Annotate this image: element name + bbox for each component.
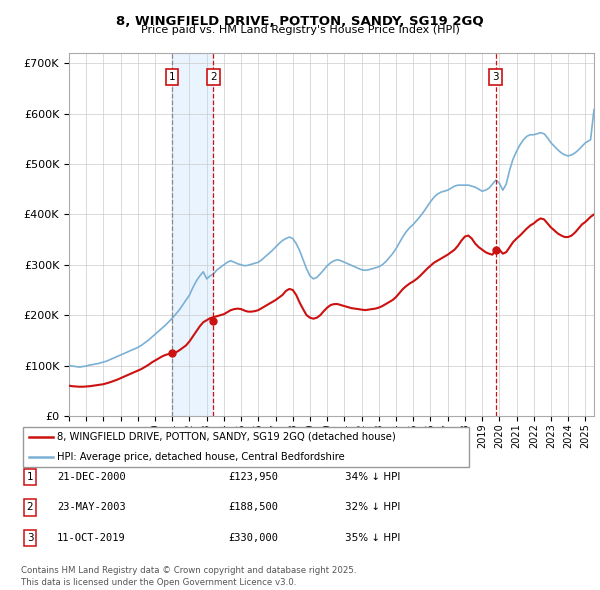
Text: £188,500: £188,500 xyxy=(228,503,278,512)
Text: 1: 1 xyxy=(169,72,175,81)
Text: 1: 1 xyxy=(26,472,34,481)
Bar xyxy=(172,53,214,416)
Text: 35% ↓ HPI: 35% ↓ HPI xyxy=(345,533,400,543)
Text: Price paid vs. HM Land Registry's House Price Index (HPI): Price paid vs. HM Land Registry's House … xyxy=(140,25,460,35)
Text: 21-DEC-2000: 21-DEC-2000 xyxy=(57,472,126,481)
Text: HPI: Average price, detached house, Central Bedfordshire: HPI: Average price, detached house, Cent… xyxy=(57,452,345,462)
Text: 3: 3 xyxy=(26,533,34,543)
Text: 3: 3 xyxy=(492,72,499,81)
Text: 8, WINGFIELD DRIVE, POTTON, SANDY, SG19 2GQ (detached house): 8, WINGFIELD DRIVE, POTTON, SANDY, SG19 … xyxy=(57,432,396,442)
Text: 2: 2 xyxy=(26,503,34,512)
Text: £123,950: £123,950 xyxy=(228,472,278,481)
Text: 34% ↓ HPI: 34% ↓ HPI xyxy=(345,472,400,481)
Text: £330,000: £330,000 xyxy=(228,533,278,543)
Text: 11-OCT-2019: 11-OCT-2019 xyxy=(57,533,126,543)
Text: 23-MAY-2003: 23-MAY-2003 xyxy=(57,503,126,512)
Text: Contains HM Land Registry data © Crown copyright and database right 2025.
This d: Contains HM Land Registry data © Crown c… xyxy=(21,566,356,587)
FancyBboxPatch shape xyxy=(23,427,469,467)
Text: 8, WINGFIELD DRIVE, POTTON, SANDY, SG19 2GQ: 8, WINGFIELD DRIVE, POTTON, SANDY, SG19 … xyxy=(116,15,484,28)
Text: 32% ↓ HPI: 32% ↓ HPI xyxy=(345,503,400,512)
Text: 2: 2 xyxy=(210,72,217,81)
